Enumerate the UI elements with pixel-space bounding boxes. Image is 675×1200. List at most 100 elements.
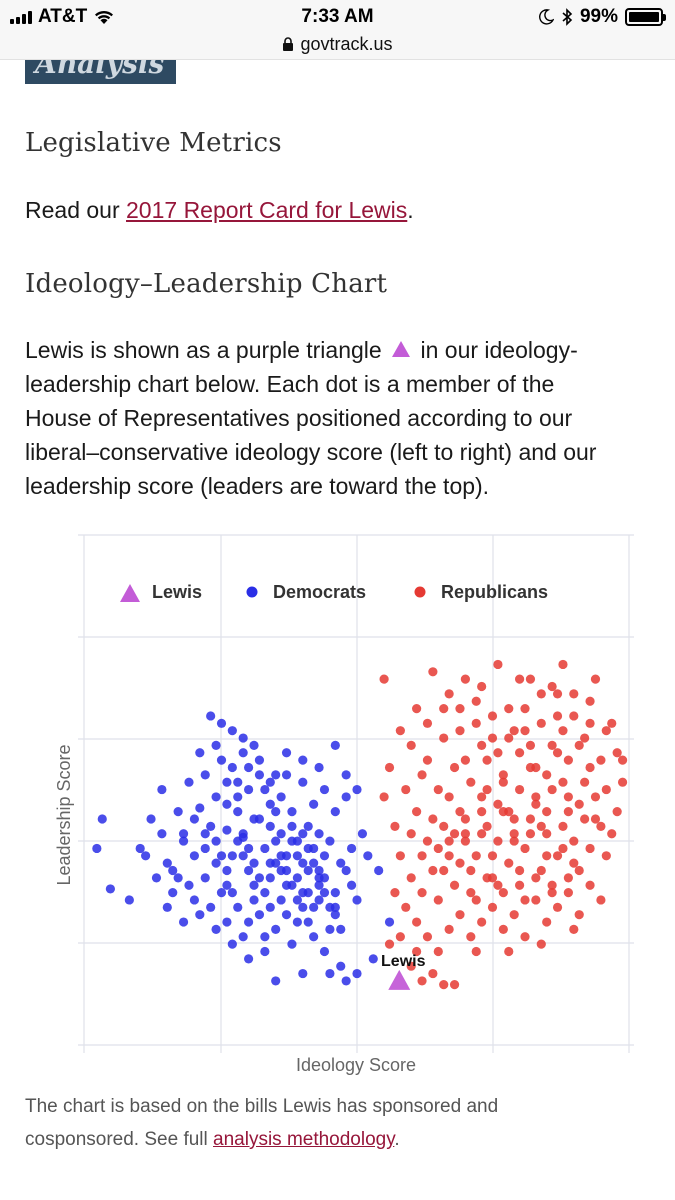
- democrat-point: [330, 807, 340, 817]
- republican-point: [590, 674, 601, 684]
- republican-point: [417, 888, 427, 898]
- democrat-point: [281, 770, 292, 780]
- republican-point: [504, 946, 514, 957]
- caption-line-1: The chart is based on the bills Lewis ha…: [25, 1096, 499, 1117]
- democrat-point: [184, 777, 194, 787]
- republican-point: [509, 726, 519, 736]
- democrat-point: [254, 873, 265, 883]
- democrat-point: [309, 843, 319, 854]
- democrat-point: [260, 784, 270, 795]
- democrat-point: [244, 762, 254, 773]
- republican-point: [428, 814, 438, 824]
- republican-point: [612, 748, 622, 758]
- republican-point: [417, 851, 427, 861]
- democrat-point: [238, 733, 248, 743]
- democrat-point: [314, 762, 324, 773]
- democrat-point: [238, 932, 248, 942]
- republican-point: [482, 784, 492, 795]
- intro-line-1: Lewis is shown as a purple triangle in o…: [25, 333, 665, 367]
- republican-point: [515, 784, 525, 795]
- democrat-point: [292, 895, 302, 905]
- republican-point: [520, 726, 530, 736]
- methodology-link[interactable]: analysis methodology: [213, 1129, 395, 1150]
- democrat-point: [309, 902, 319, 912]
- democrat-point: [105, 884, 115, 894]
- republican-point: [590, 814, 601, 824]
- democrat-point: [97, 814, 107, 824]
- address-bar[interactable]: govtrack.us: [0, 34, 675, 55]
- democrat-point: [157, 784, 167, 795]
- republican-point: [406, 740, 416, 750]
- republican-point: [531, 792, 541, 802]
- republican-point: [498, 888, 508, 898]
- republican-point: [422, 836, 433, 846]
- democrat-point: [352, 784, 362, 795]
- republican-point: [422, 755, 433, 765]
- democrat-point: [178, 917, 189, 927]
- democrat-point: [303, 821, 313, 831]
- democrat-point: [341, 976, 351, 986]
- republican-point: [558, 726, 568, 736]
- democrat-point: [206, 902, 216, 912]
- republican-point: [449, 829, 460, 839]
- republican-point: [477, 807, 487, 817]
- republican-point: [422, 718, 433, 728]
- republican-point: [412, 704, 422, 714]
- democrat-point: [319, 946, 330, 957]
- democrat-point: [287, 807, 297, 817]
- republican-point: [379, 674, 389, 684]
- intro-line-3: House of Representatives positioned acco…: [25, 405, 573, 431]
- democrat-point: [222, 825, 232, 835]
- democrat-point: [346, 843, 357, 854]
- report-card-prefix: Read our: [25, 197, 127, 223]
- republican-point: [412, 917, 422, 927]
- republican-point: [417, 976, 427, 986]
- democrat-point: [298, 777, 308, 787]
- republican-point: [460, 755, 470, 765]
- democrat-point: [244, 784, 254, 795]
- chart-heading: Ideology–Leadership Chart: [25, 269, 388, 299]
- democrat-point: [168, 888, 178, 898]
- democrat-point: [352, 968, 362, 979]
- republican-point: [558, 843, 568, 854]
- legend-republicans-marker: [414, 586, 426, 598]
- republican-point: [525, 814, 536, 824]
- democrat-point: [184, 880, 194, 890]
- democrat-point: [189, 851, 199, 861]
- republican-point: [493, 748, 503, 758]
- republican-point: [390, 821, 400, 831]
- republican-point: [536, 821, 546, 831]
- democrat-point: [341, 865, 351, 876]
- republican-point: [498, 777, 508, 787]
- republican-point: [466, 888, 476, 898]
- democrat-point: [173, 807, 183, 817]
- democrat-point: [336, 961, 346, 971]
- democrat-point: [319, 784, 330, 795]
- republican-point: [563, 792, 573, 802]
- report-card-text: Read our 2017 Report Card for Lewis.: [25, 193, 414, 227]
- republican-point: [493, 880, 503, 890]
- republican-point: [607, 718, 617, 728]
- democrat-point: [260, 888, 270, 898]
- democrat-point: [249, 895, 259, 905]
- report-card-link[interactable]: 2017 Report Card for Lewis: [126, 197, 408, 223]
- purple-triangle-icon: [392, 341, 411, 357]
- republican-point: [401, 784, 411, 795]
- republican-point: [422, 932, 433, 942]
- republican-point: [439, 821, 449, 831]
- republican-point: [477, 681, 487, 692]
- democrat-point: [227, 939, 237, 949]
- republican-point: [585, 718, 595, 728]
- democrat-point: [341, 792, 351, 802]
- intro-part-1: Lewis is shown as a purple triangle: [25, 337, 382, 363]
- democrat-point: [222, 799, 232, 809]
- democrat-point: [227, 888, 237, 898]
- democrat-point: [216, 755, 227, 765]
- y-axis-label: Leadership Score: [54, 744, 74, 885]
- republican-point: [547, 740, 557, 750]
- republican-point: [563, 873, 573, 883]
- democrat-point: [314, 895, 324, 905]
- republican-point: [580, 814, 590, 824]
- republican-point: [580, 777, 590, 787]
- republican-point: [449, 980, 460, 990]
